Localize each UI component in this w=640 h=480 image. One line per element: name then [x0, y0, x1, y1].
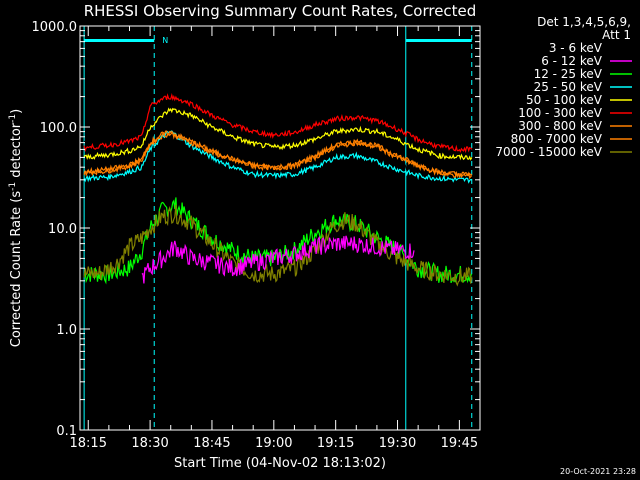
legend-label: 3 - 6 keV — [549, 41, 603, 55]
series-line-50-100kev — [83, 107, 473, 161]
series-line-6-12kev — [141, 235, 415, 284]
series-line-25-50kev — [83, 130, 472, 184]
marker-label-1: N — [162, 36, 168, 45]
legend-label: 300 - 800 keV — [518, 119, 602, 133]
legend-label: 800 - 7000 keV — [511, 132, 603, 146]
y-tick-label: 100.0 — [40, 121, 77, 136]
x-tick-label: 18:15 — [70, 436, 107, 451]
x-tick-label: 19:45 — [441, 436, 478, 451]
axes: 0.1 1.0 10.0 100.0 1000.0 18:15 18:30 18:45 19:0… — [32, 20, 481, 451]
y-tick-label: 10.0 — [48, 222, 77, 237]
y-tick-label: 1.0 — [56, 323, 77, 338]
y-axis-label: Corrected Count Rate (s-1 detector-1) — [8, 109, 24, 347]
x-axis-label: Start Time (04-Nov-02 18:13:02) — [174, 456, 386, 471]
legend-header-line1: Det 1,3,4,5,6,9, — [537, 15, 631, 29]
legend-header-line2: Att 1 — [602, 28, 631, 42]
x-tick-label: 19:00 — [255, 436, 292, 451]
top-bar-1 — [84, 39, 155, 42]
top-bar-2 — [405, 39, 472, 42]
legend-label: 6 - 12 keV — [541, 54, 603, 68]
plot-area: N — [83, 26, 473, 430]
timestamp: 20-Oct-2021 23:28 — [560, 467, 636, 476]
series-line-7000-15000kev — [83, 204, 473, 287]
x-tick-label: 19:30 — [379, 436, 416, 451]
y-tick-label: 0.1 — [56, 424, 77, 439]
x-tick-label: 18:45 — [193, 436, 230, 451]
chart-title: RHESSI Observing Summary Count Rates, Co… — [84, 2, 477, 20]
legend-label: 25 - 50 keV — [534, 80, 603, 94]
x-tick-label: 19:15 — [317, 436, 354, 451]
y-tick-label: 1000.0 — [32, 20, 78, 35]
series-line-800-7000kev — [83, 131, 473, 180]
x-tick-label: 18:30 — [131, 436, 168, 451]
legend-label: 100 - 300 keV — [518, 106, 602, 120]
legend-label: 50 - 100 keV — [526, 93, 603, 107]
legend-label: 7000 - 15000 keV — [495, 145, 602, 159]
series-line-300-800kev — [83, 130, 473, 179]
series-line-100-300kev — [83, 92, 473, 154]
legend-label: 12 - 25 keV — [534, 67, 603, 81]
